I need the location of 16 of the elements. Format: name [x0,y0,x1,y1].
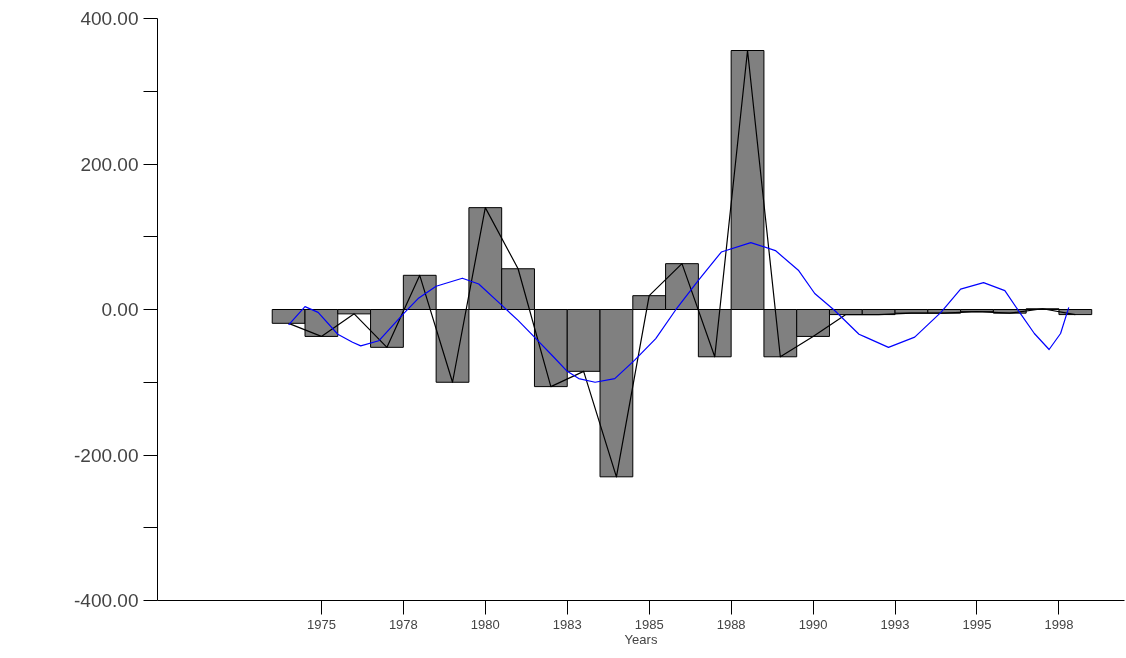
y-tick-label: 0.00 [101,299,139,320]
x-tick-label: 1993 [880,616,910,632]
y-tick-label: -400.00 [74,590,139,611]
x-axis-title: Years [624,631,658,647]
x-tick-label: 1985 [634,616,664,632]
x-tick-label: 1983 [552,616,582,632]
y-tick-label: 200.00 [80,153,139,175]
x-tick-label: 1990 [798,616,828,632]
y-tick-label: 400.00 [80,8,139,29]
x-tick-label: 1975 [306,616,336,632]
x-tick-label: 1998 [1044,616,1074,632]
x-tick-label: 1980 [470,616,500,632]
y-tick-label: -200.00 [74,444,139,466]
x-tick-label: 1978 [388,616,418,632]
x-tick-label: 1995 [962,616,992,632]
x-tick-label: 1988 [716,616,746,632]
